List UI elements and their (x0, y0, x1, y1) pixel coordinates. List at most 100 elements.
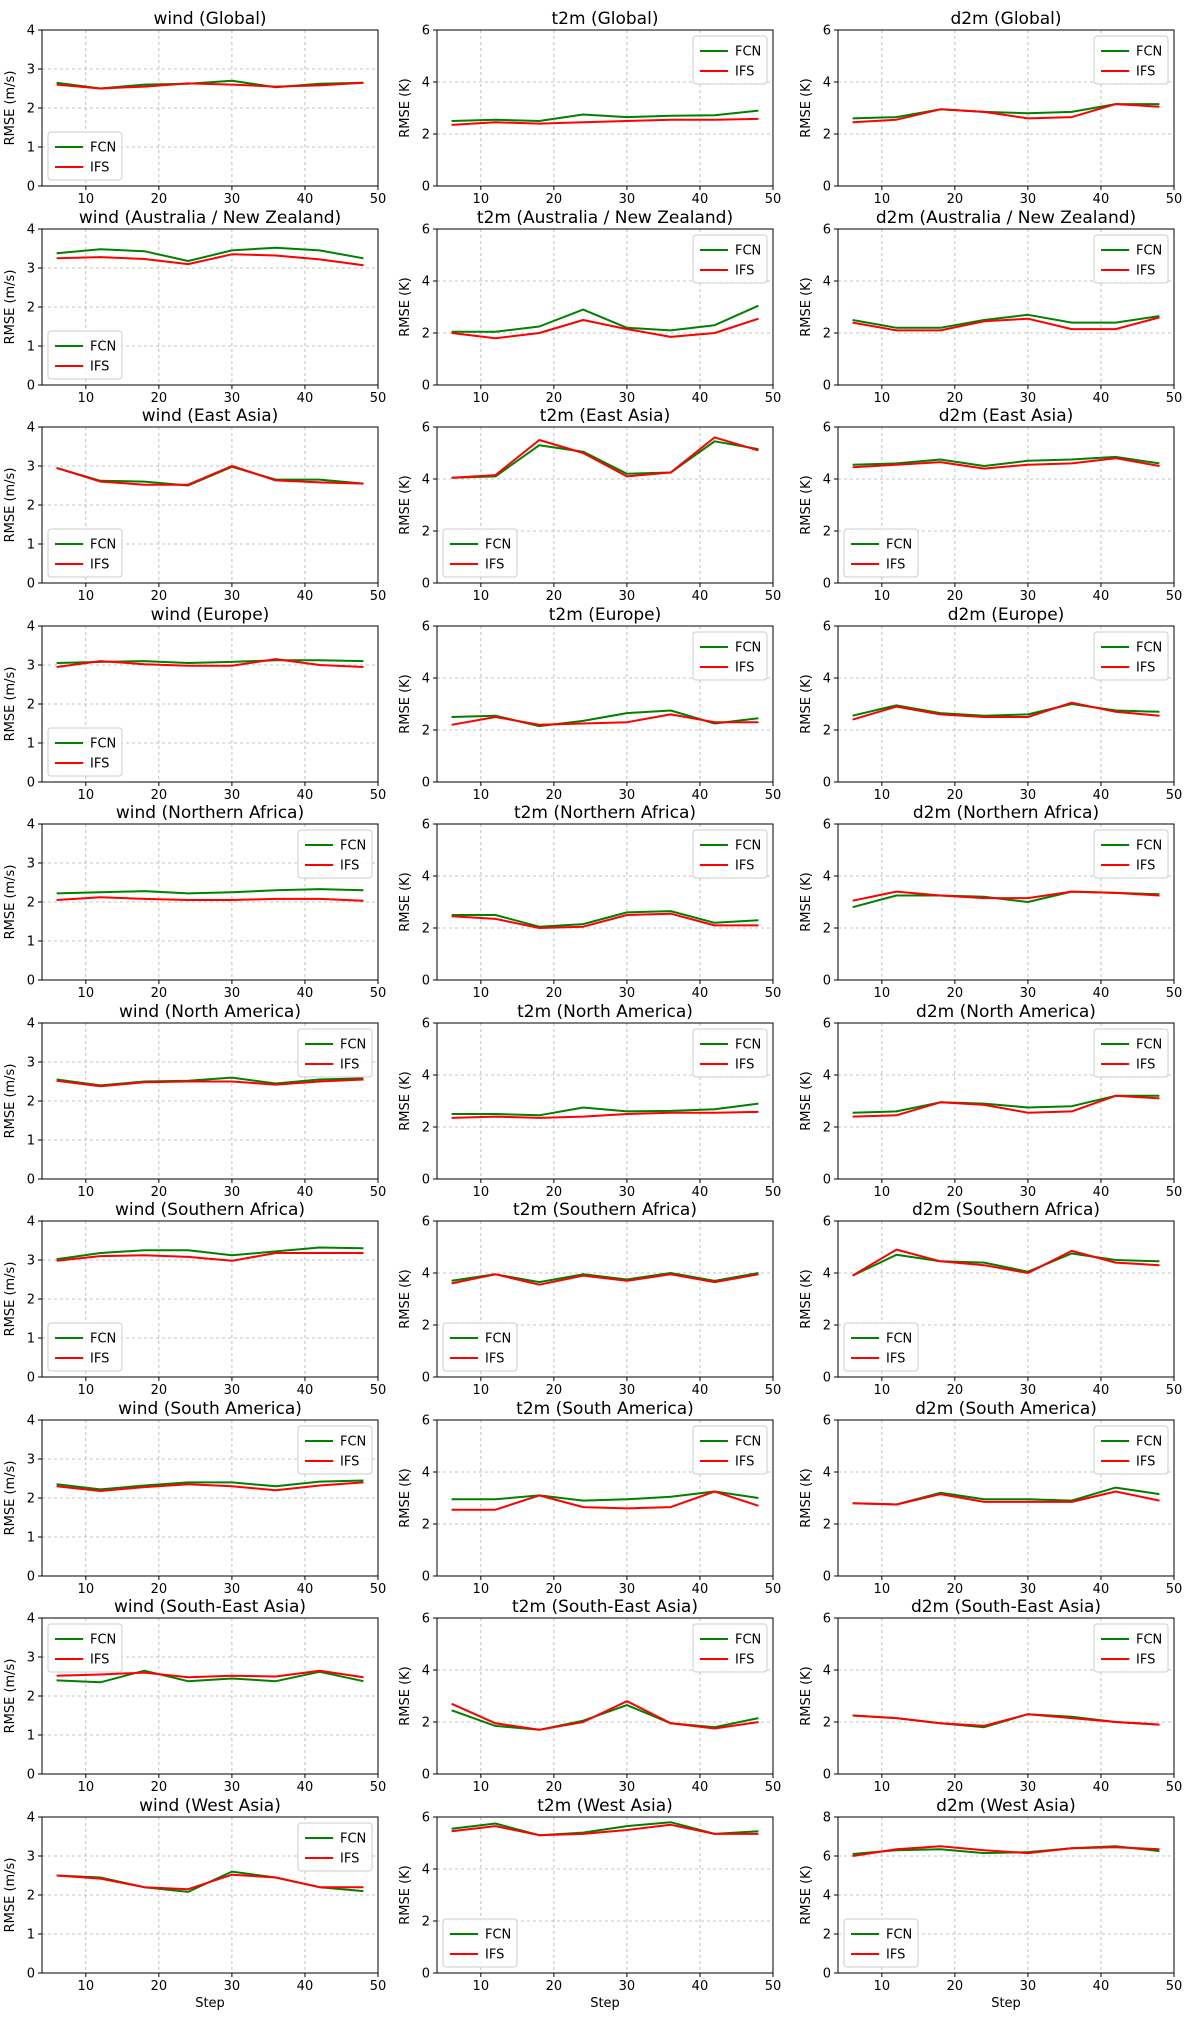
y-tick-label: 8 (823, 1811, 831, 1826)
x-tick-label: 40 (692, 589, 709, 604)
series-line-fcn (852, 703, 1160, 717)
legend-box (1093, 631, 1169, 681)
y-tick-label: 3 (27, 1850, 35, 1865)
legend-box (692, 631, 768, 681)
x-tick-label: 10 (874, 1979, 891, 1994)
panel-title: d2m (West Asia) (936, 1796, 1076, 1816)
panel-title: wind (West Asia) (139, 1796, 281, 1816)
x-tick-label: 10 (874, 1582, 891, 1597)
x-tick-label: 50 (370, 391, 387, 406)
y-axis-label: RMSE (m/s) (3, 1461, 18, 1536)
x-tick-label: 10 (78, 788, 95, 803)
y-tick-label: 6 (422, 620, 430, 635)
x-tick-label: 20 (546, 788, 563, 803)
y-tick-label: 6 (823, 1850, 831, 1865)
y-tick-label: 4 (27, 1811, 35, 1826)
y-tick-label: 6 (823, 1017, 831, 1032)
axes-frame (837, 1220, 1175, 1378)
x-tick-label: 30 (1020, 1185, 1037, 1200)
panel-title: t2m (Global) (552, 9, 659, 29)
legend-label-ifs: IFS (485, 1352, 504, 1367)
x-tick-label: 50 (765, 986, 782, 1001)
y-tick-label: 1 (27, 737, 35, 752)
series-line-fcn (852, 1252, 1160, 1277)
y-axis-label: RMSE (K) (398, 872, 413, 932)
chart-panel: 10 20 30 40 50 0 2 4 6 d2m (North America) RMSE (K… (799, 1002, 1182, 1200)
series-line-fcn (451, 304, 759, 333)
legend-box (1093, 829, 1169, 879)
x-tick-label: 10 (874, 1185, 891, 1200)
x-tick-label: 40 (1093, 1780, 1110, 1795)
legend: FCN IFS (297, 1028, 373, 1078)
legend: FCN IFS (442, 1322, 518, 1372)
y-axis-label: RMSE (K) (799, 277, 814, 337)
panel-title: d2m (Southern Africa) (912, 1200, 1100, 1220)
y-tick-label: 2 (823, 1518, 831, 1533)
legend-label-ifs: IFS (886, 558, 905, 573)
panel-title: t2m (Europe) (549, 605, 662, 625)
y-tick-label: 0 (422, 1570, 430, 1585)
x-tick-label: 30 (1020, 986, 1037, 1001)
legend: FCN IFS (47, 1322, 123, 1372)
y-tick-label: 0 (823, 379, 831, 394)
y-tick-label: 1 (27, 141, 35, 156)
chart-panel: 10 20 30 40 50 0 2 4 6 d2m (South America) RMSE (K… (799, 1399, 1182, 1597)
legend: FCN IFS (1093, 631, 1169, 681)
legend-label-fcn: FCN (90, 737, 116, 752)
x-tick-label: 40 (1093, 1383, 1110, 1398)
legend-label-ifs: IFS (90, 558, 109, 573)
y-axis-label: RMSE (m/s) (3, 865, 18, 940)
y-axis-label: RMSE (K) (799, 1468, 814, 1528)
x-tick-label: 30 (619, 1582, 636, 1597)
y-axis-label: RMSE (K) (799, 872, 814, 932)
x-tick-label: 50 (370, 1780, 387, 1795)
y-tick-label: 0 (823, 1173, 831, 1188)
y-axis-label: RMSE (m/s) (3, 667, 18, 742)
legend-box (692, 234, 768, 284)
y-tick-label: 4 (27, 1414, 35, 1429)
x-tick-label: 10 (473, 1780, 490, 1795)
axes-frame (837, 1617, 1175, 1775)
y-axis-label: RMSE (K) (398, 1269, 413, 1329)
x-tick-label: 30 (619, 1979, 636, 1994)
y-tick-label: 4 (823, 76, 831, 91)
x-tick-label: 20 (546, 391, 563, 406)
x-tick-label: 10 (78, 589, 95, 604)
x-tick-label: 30 (1020, 192, 1037, 207)
series-line-ifs (56, 1252, 364, 1262)
y-tick-label: 6 (422, 1215, 430, 1230)
legend-box (843, 1322, 919, 1372)
x-tick-label: 50 (765, 1780, 782, 1795)
legend-label-fcn: FCN (735, 641, 761, 656)
legend-label-fcn: FCN (735, 1038, 761, 1053)
legend-box (297, 1425, 373, 1475)
y-axis-label: RMSE (K) (799, 1269, 814, 1329)
y-tick-label: 2 (422, 922, 430, 937)
legend: FCN IFS (297, 829, 373, 879)
chart-panel: 10 20 30 40 50 0 2 4 6 t2m (North America) RMSE (K… (398, 1002, 781, 1200)
legend-label-ifs: IFS (340, 859, 359, 874)
series-line-ifs (852, 457, 1160, 470)
panel-title: d2m (Europe) (948, 605, 1065, 625)
x-tick-label: 50 (765, 1582, 782, 1597)
legend: FCN IFS (692, 234, 768, 284)
chart-panel: 10 20 30 40 50 0 2 4 6 d2m (Australia / New Zeala… (799, 208, 1182, 406)
x-tick-label: 50 (765, 192, 782, 207)
panel-title: wind (East Asia) (142, 406, 279, 426)
chart-panel: 10 20 30 40 50 0 2 4 6 d2m (Europe) RMSE (K) FCN IFS (799, 605, 1182, 803)
legend-box (442, 1322, 518, 1372)
x-tick-label: 50 (1166, 589, 1183, 604)
y-tick-label: 4 (422, 76, 430, 91)
x-tick-label: 10 (473, 589, 490, 604)
x-tick-label: 40 (297, 1780, 314, 1795)
x-tick-label: 50 (1166, 1383, 1183, 1398)
y-tick-label: 6 (422, 1612, 430, 1627)
y-tick-label: 2 (823, 525, 831, 540)
legend: FCN IFS (442, 528, 518, 578)
y-tick-label: 0 (27, 1173, 35, 1188)
x-tick-label: 10 (473, 391, 490, 406)
series-line-ifs (852, 701, 1160, 721)
x-tick-label: 20 (546, 986, 563, 1001)
legend-label-ifs: IFS (90, 161, 109, 176)
x-tick-label: 20 (151, 986, 168, 1001)
